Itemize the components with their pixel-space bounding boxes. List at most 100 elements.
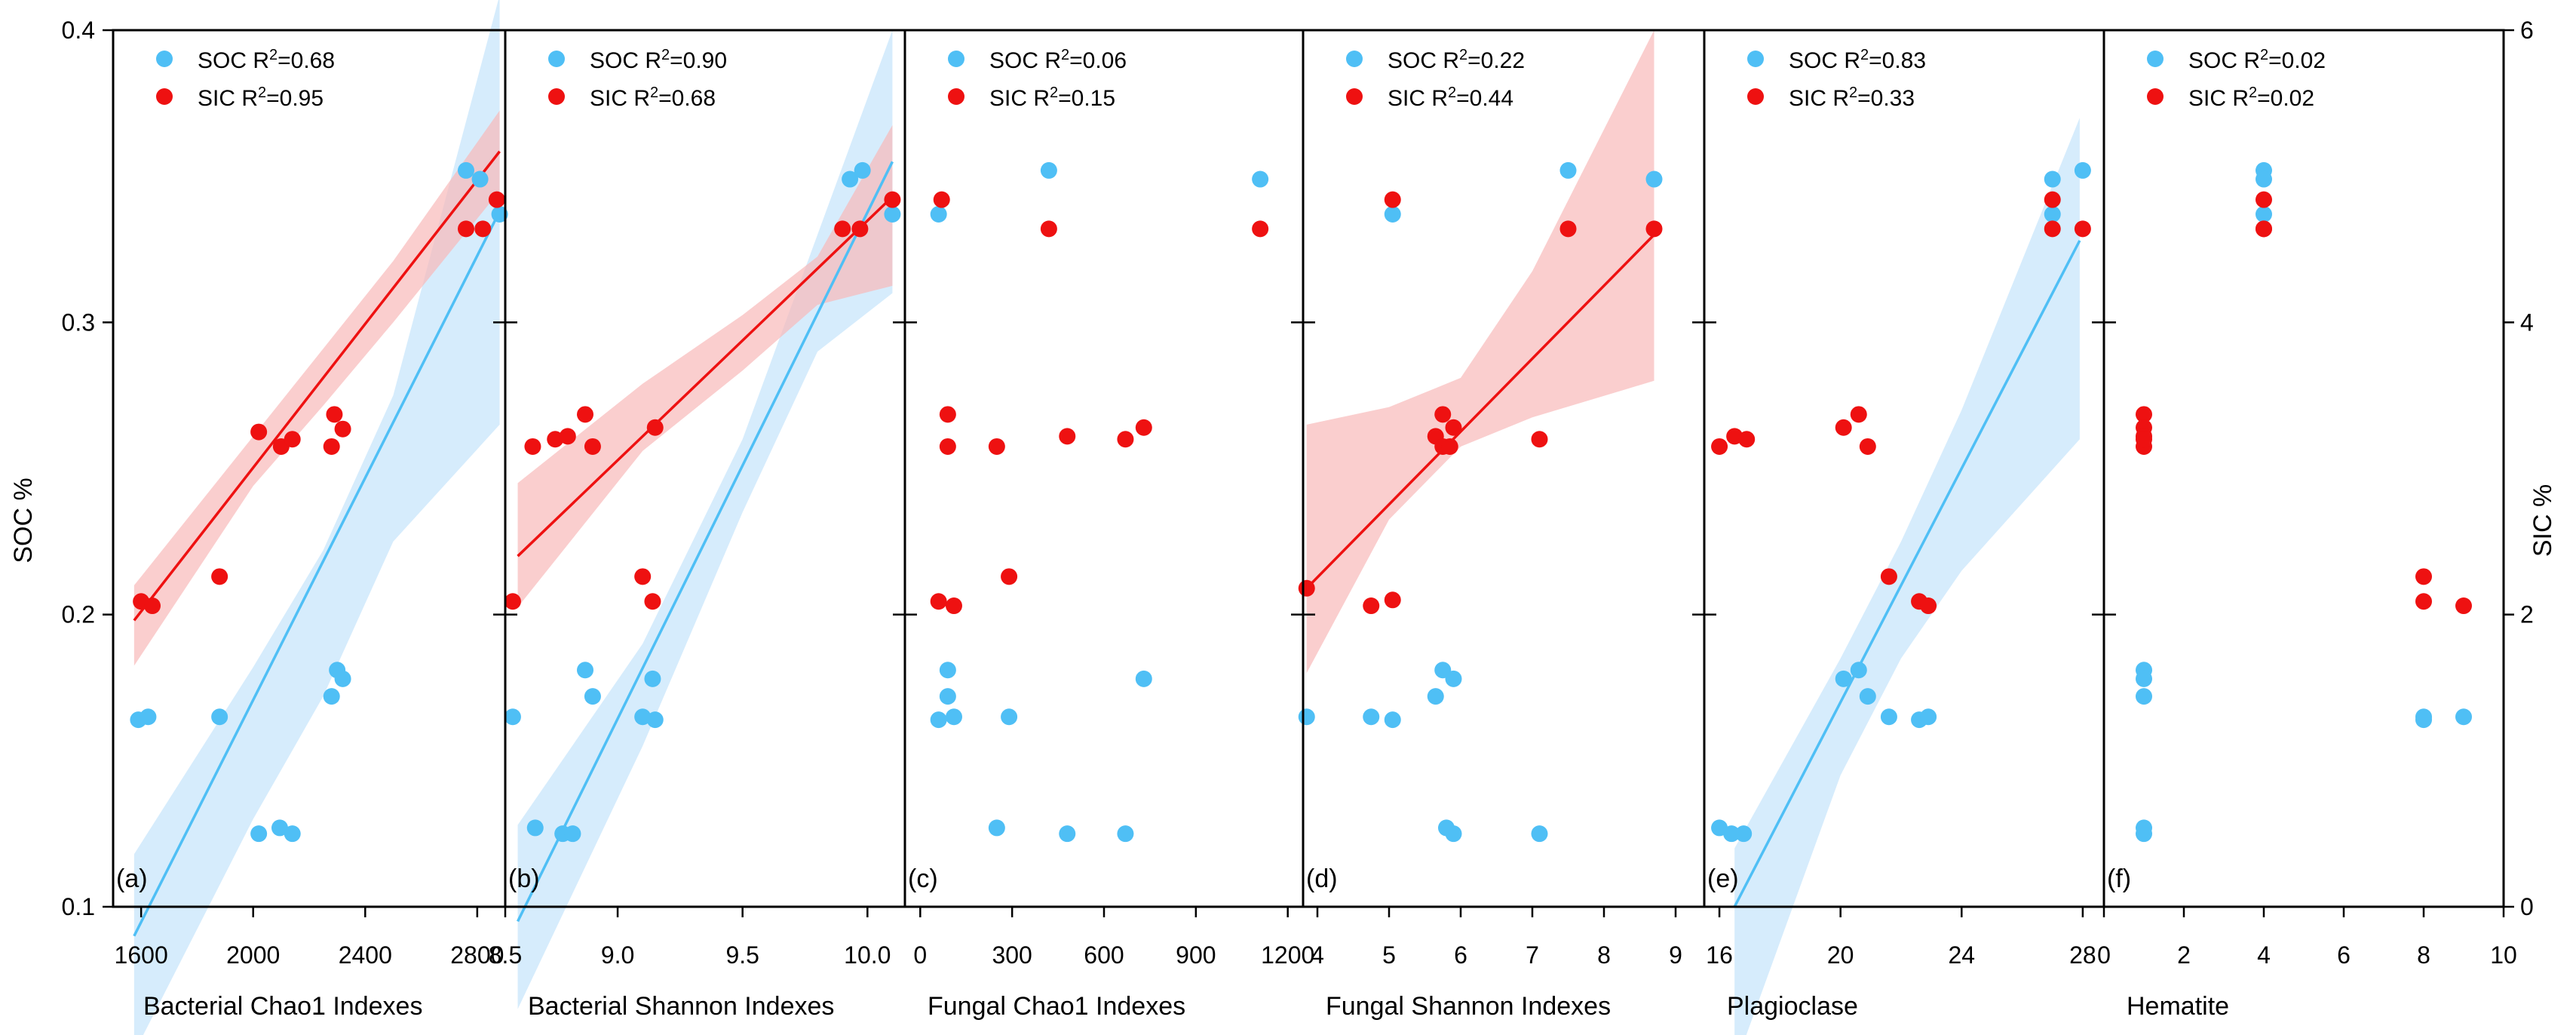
soc-point bbox=[1559, 161, 1577, 179]
soc-point bbox=[526, 819, 544, 837]
soc-point bbox=[2415, 711, 2432, 729]
sic-point bbox=[524, 438, 541, 455]
legend-marker-sic bbox=[2147, 88, 2164, 105]
right-y-tick-label: 4 bbox=[2520, 309, 2534, 336]
sic-point bbox=[933, 191, 950, 208]
legend-label-soc: SOC R2=0.22 bbox=[1388, 47, 1525, 73]
soc-point bbox=[1445, 670, 1462, 687]
sic-point bbox=[1645, 220, 1663, 238]
soc-point bbox=[2044, 170, 2061, 188]
legend-label-sic: SIC R2=0.15 bbox=[989, 84, 1115, 111]
x-tick-label: 2800 bbox=[450, 941, 504, 969]
sic-point bbox=[851, 220, 869, 238]
legend-marker-sic bbox=[1747, 88, 1764, 105]
soc-point bbox=[945, 708, 962, 726]
x-tick-label: 4 bbox=[2257, 941, 2271, 969]
sic-confidence-band bbox=[1306, 30, 1654, 674]
legend-label-soc: SOC R2=0.06 bbox=[989, 47, 1127, 73]
x-tick-label: 2 bbox=[2177, 941, 2191, 969]
panel-label: (f) bbox=[2107, 865, 2131, 893]
sic-point bbox=[1711, 438, 1728, 455]
panel-frame bbox=[903, 29, 1305, 908]
sic-point bbox=[834, 220, 851, 238]
x-tick-label: 10 bbox=[2490, 941, 2517, 969]
sic-point bbox=[945, 597, 962, 615]
soc-point bbox=[646, 711, 664, 729]
sic-point bbox=[334, 420, 351, 438]
x-tick-label: 8 bbox=[1597, 941, 1611, 969]
soc-point bbox=[1445, 825, 1462, 843]
x-tick-label: 2400 bbox=[339, 941, 392, 969]
legend-label-soc: SOC R2=0.02 bbox=[2188, 47, 2326, 73]
sic-point bbox=[646, 419, 664, 436]
soc-point bbox=[1859, 688, 1876, 705]
soc-point bbox=[1001, 708, 1018, 726]
right-y-tick-label: 2 bbox=[2520, 601, 2534, 628]
soc-point bbox=[854, 161, 871, 179]
left-axis-label: SOC % bbox=[9, 478, 38, 563]
sic-point bbox=[474, 220, 492, 238]
sic-point bbox=[1384, 191, 1401, 208]
sic-point bbox=[504, 593, 521, 610]
sic-point bbox=[644, 593, 661, 610]
axes-overlay: SOC % SIC % 0.1 0.2 0.3 0.4 0 2 4 6 bbox=[9, 17, 2557, 920]
sic-point bbox=[1059, 428, 1076, 445]
soc-point bbox=[1645, 170, 1663, 188]
sic-point bbox=[884, 191, 901, 208]
sic-point bbox=[2415, 593, 2432, 610]
legend-marker-soc bbox=[948, 51, 964, 67]
soc-point bbox=[1117, 825, 1134, 843]
legend-marker-sic bbox=[948, 88, 964, 105]
left-y-tick-label: 0.4 bbox=[62, 17, 95, 44]
soc-point bbox=[939, 662, 956, 679]
x-tick-label: 4 bbox=[1311, 941, 1324, 969]
soc-point bbox=[250, 825, 268, 843]
sic-point bbox=[584, 438, 601, 455]
sic-point bbox=[1738, 431, 1756, 448]
sic-point bbox=[1859, 438, 1876, 455]
x-tick-label: 10.0 bbox=[844, 941, 891, 969]
x-tick-label: 6 bbox=[1454, 941, 1467, 969]
sic-point bbox=[939, 406, 956, 423]
x-tick-label: 600 bbox=[1084, 941, 1124, 969]
sic-point bbox=[1920, 597, 1937, 615]
soc-point bbox=[471, 170, 489, 188]
soc-point bbox=[1920, 708, 1937, 726]
x-tick-label: 0 bbox=[913, 941, 927, 969]
soc-point bbox=[504, 708, 521, 726]
sic-point bbox=[2256, 220, 2272, 238]
soc-point bbox=[634, 708, 652, 726]
soc-fit-line bbox=[1733, 240, 2081, 908]
panel-label: (c) bbox=[908, 865, 938, 893]
x-tick-label: 9.0 bbox=[601, 941, 634, 969]
soc-point bbox=[2136, 688, 2152, 705]
sic-point bbox=[2455, 597, 2472, 615]
soc-point bbox=[564, 825, 581, 843]
legend-label-sic: SIC R2=0.68 bbox=[590, 84, 716, 111]
soc-point bbox=[323, 688, 340, 705]
sic-point bbox=[634, 568, 652, 585]
sic-point bbox=[2136, 406, 2152, 423]
soc-point bbox=[2044, 206, 2061, 223]
soc-point bbox=[930, 206, 947, 223]
sic-point bbox=[1445, 419, 1462, 436]
soc-point bbox=[930, 711, 947, 729]
soc-point bbox=[1363, 708, 1380, 726]
legend-label-soc: SOC R2=0.90 bbox=[590, 47, 727, 73]
sic-point bbox=[2044, 220, 2061, 238]
legend-label-sic: SIC R2=0.95 bbox=[198, 84, 324, 111]
soc-point bbox=[2455, 708, 2472, 726]
panel-frame bbox=[2102, 29, 2505, 908]
legend-marker-soc bbox=[548, 51, 565, 67]
soc-point bbox=[577, 662, 593, 679]
x-tick-label: 8 bbox=[2417, 941, 2430, 969]
sic-point bbox=[1850, 406, 1867, 423]
soc-point bbox=[1723, 825, 1740, 843]
x-tick-label: 9.5 bbox=[725, 941, 759, 969]
soc-point bbox=[458, 161, 474, 179]
sic-point bbox=[284, 431, 301, 448]
sic-point bbox=[2074, 220, 2091, 238]
x-axis-label: Bacterial Chao1 Indexes bbox=[143, 992, 422, 1021]
soc-point bbox=[1850, 662, 1867, 679]
